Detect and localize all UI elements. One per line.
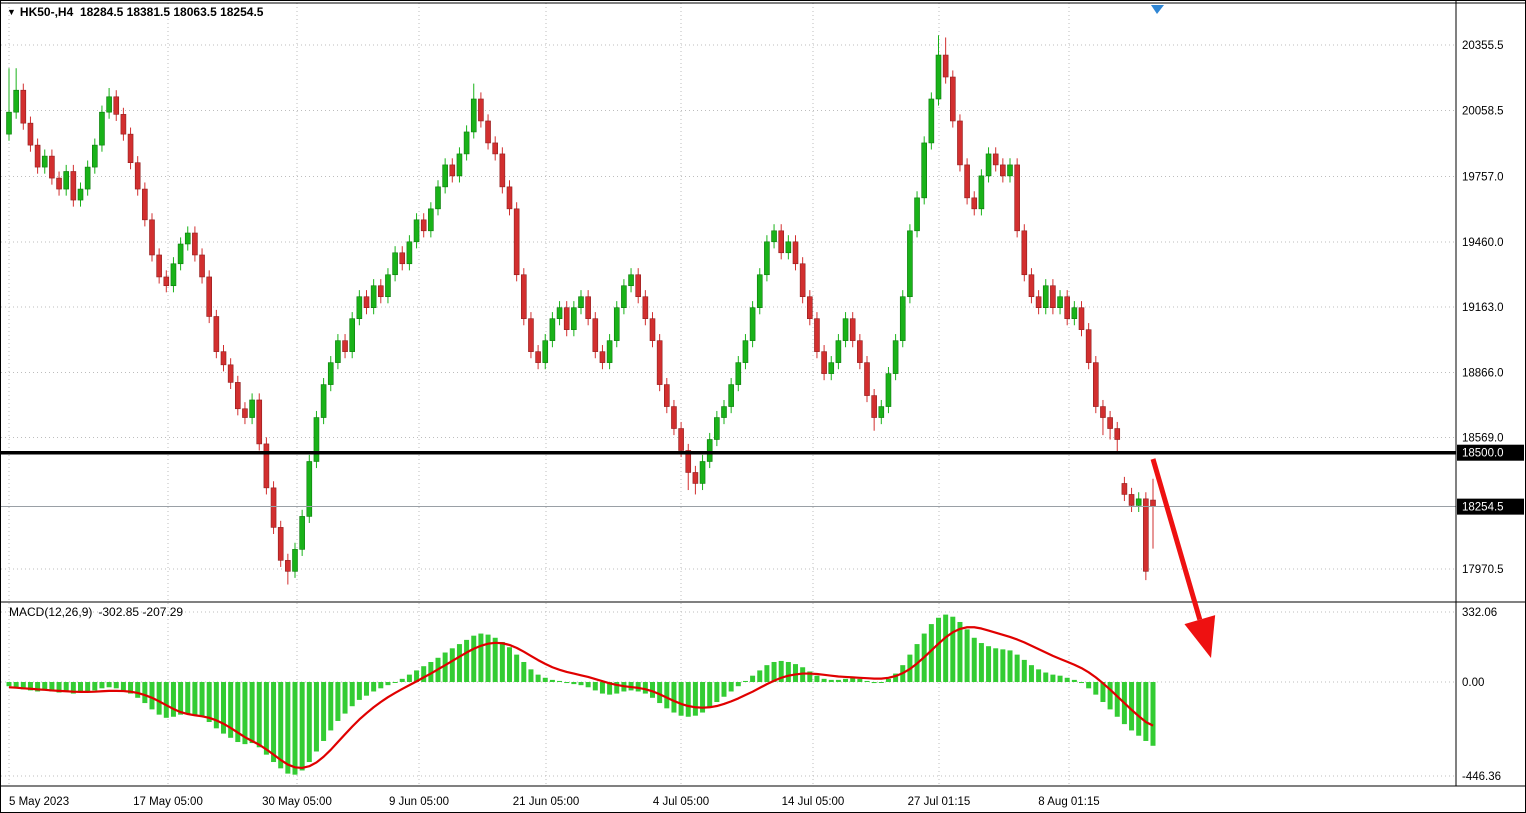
time-axis-labels: 5 May 2023 17 May 05:00 30 May 05:00 9 Jun … [9,796,1100,808]
time-tick-label: 4 Jul 05:00 [653,796,709,808]
price-tick-label: 19163.0 [1462,302,1504,314]
ohlc-values: 18284.5 18381.5 18063.5 18254.5 [79,5,264,19]
price-tick-label: 18866.0 [1462,367,1504,379]
time-tick-label: 21 Jun 05:00 [513,796,580,808]
price-axis-labels: 20355.5 20058.5 19757.0 19460.0 19163.0 18866… [1457,40,1524,576]
macd-axis-labels: 332.06 0.00 -446.36 [1462,607,1501,783]
price-line-label-box [1457,444,1524,461]
time-tick-label: 9 Jun 05:00 [389,796,449,808]
time-tick-label: 17 May 05:00 [133,796,203,808]
panel-borders [1,1,1525,787]
candlestick-series [6,35,1156,585]
price-tick-label: 20355.5 [1462,40,1504,52]
macd-signal-line [8,626,1154,770]
price-line-label-box [1457,498,1524,515]
time-tick-label: 30 May 05:00 [262,796,332,808]
time-tick-label: 5 May 2023 [9,796,69,808]
price-tick-label: 18569.0 [1462,433,1504,445]
indicator-values: -302.85 -207.29 [98,605,184,619]
time-tick-label: 14 Jul 05:00 [782,796,845,808]
price-line-label: 18254.5 [1462,502,1504,514]
price-tick-label: 19757.0 [1462,172,1504,184]
macd-tick-label: -446.36 [1462,771,1501,783]
indicator-name: MACD(12,26,9) [9,605,93,619]
scroll-marker-icon[interactable] [1151,5,1164,14]
price-tick-label: 19460.0 [1462,237,1504,249]
time-tick-label: 8 Aug 01:15 [1038,796,1099,808]
time-tick-label: 27 Jul 01:15 [908,796,971,808]
chart-title: ▼ HK50-,H4 18284.5 18381.5 18063.5 18254.… [7,5,263,19]
indicator-label: MACD(12,26,9) -302.85 -207.29 [9,605,183,619]
price-tick-label: 17970.5 [1462,564,1504,576]
macd-tick-label: 332.06 [1462,607,1497,619]
trend-arrow-annotation[interactable] [1150,458,1216,658]
macd-tick-label: 0.00 [1462,677,1484,689]
price-tick-label: 20058.5 [1462,105,1504,117]
symbol-period-label: HK50-,H4 [19,5,74,19]
symbol-dropdown-icon[interactable]: ▼ [7,7,16,17]
price-line-label: 18500.0 [1462,448,1504,460]
price-lines [1,450,1456,508]
